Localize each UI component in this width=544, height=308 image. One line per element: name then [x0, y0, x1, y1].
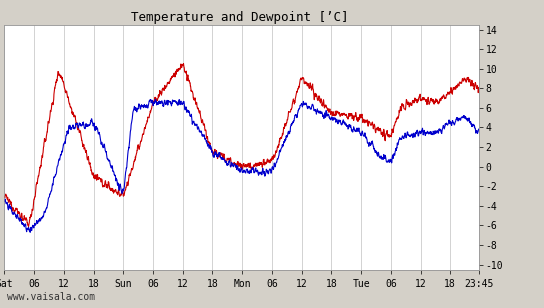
Text: Temperature and Dewpoint [’C]: Temperature and Dewpoint [’C] — [131, 11, 348, 24]
Text: www.vaisala.com: www.vaisala.com — [7, 292, 95, 302]
